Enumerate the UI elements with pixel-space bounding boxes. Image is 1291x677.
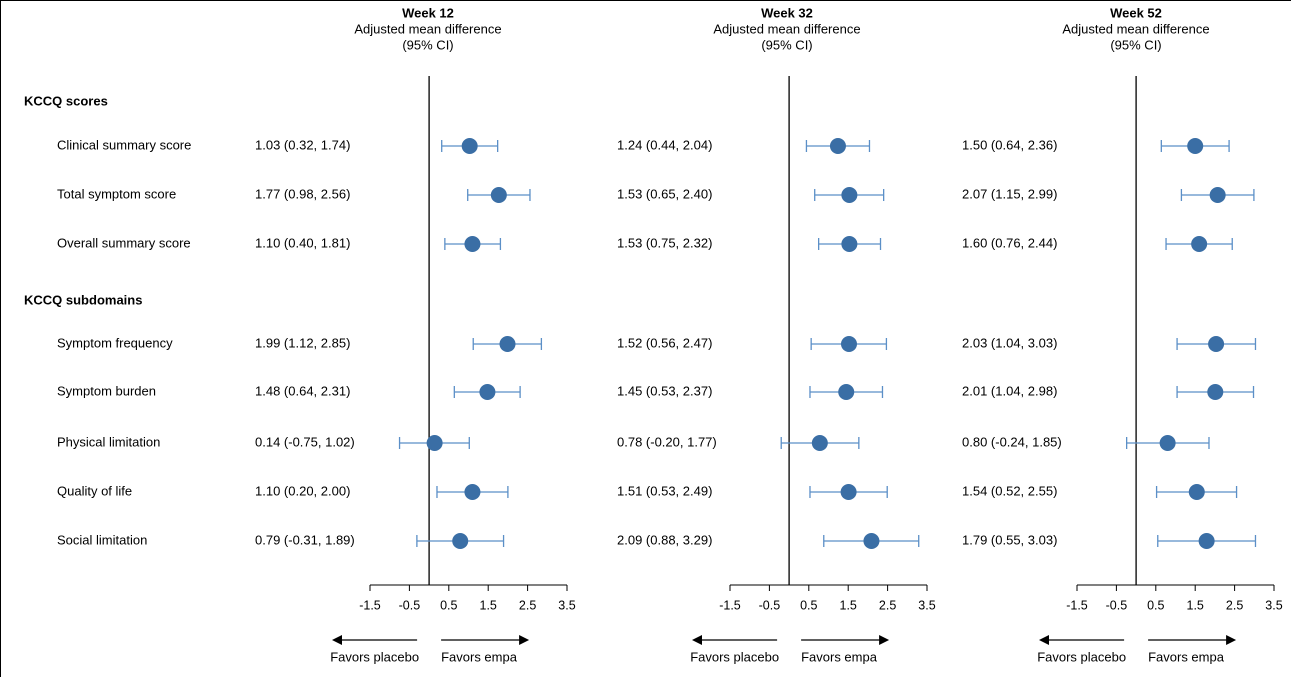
row-label: Symptom burden bbox=[57, 383, 156, 398]
ci-value: 0.80 (-0.24, 1.85) bbox=[962, 434, 1062, 449]
ci-value: 2.07 (1.15, 2.99) bbox=[962, 186, 1057, 201]
panel-subtitle: Adjusted mean difference bbox=[713, 21, 860, 36]
arrow-left-head bbox=[1039, 635, 1049, 645]
ci-value: 1.24 (0.44, 2.04) bbox=[617, 137, 712, 152]
panel-subtitle: Adjusted mean difference bbox=[1062, 21, 1209, 36]
x-tick-label: 0.5 bbox=[800, 598, 817, 612]
point-estimate bbox=[1188, 484, 1205, 500]
ci-value: 1.10 (0.40, 1.81) bbox=[255, 235, 350, 250]
ci-value: 1.99 (1.12, 2.85) bbox=[255, 335, 350, 350]
panel-subtitle-ci: (95% CI) bbox=[761, 37, 812, 52]
point-estimate bbox=[1209, 187, 1226, 203]
arrow-left-head bbox=[332, 635, 342, 645]
ci-value: 1.10 (0.20, 2.00) bbox=[255, 483, 350, 498]
ci-value: 1.60 (0.76, 2.44) bbox=[962, 235, 1057, 250]
point-estimate bbox=[1187, 138, 1204, 154]
x-tick-label: -1.5 bbox=[719, 598, 741, 612]
favors-placebo-label: Favors placebo bbox=[690, 649, 779, 664]
row-label: Clinical summary score bbox=[57, 137, 191, 152]
x-tick-label: -0.5 bbox=[759, 598, 781, 612]
x-tick-label: -1.5 bbox=[1066, 598, 1088, 612]
point-estimate bbox=[452, 533, 469, 549]
ci-value: 2.01 (1.04, 2.98) bbox=[962, 383, 1057, 398]
section-title-subdomains: KCCQ subdomains bbox=[24, 292, 142, 307]
point-estimate bbox=[1191, 236, 1208, 252]
row-label: Social limitation bbox=[57, 532, 147, 547]
x-tick-label: 3.5 bbox=[558, 598, 575, 612]
row-label: Symptom frequency bbox=[57, 335, 173, 350]
point-estimate bbox=[461, 138, 478, 154]
point-estimate bbox=[1159, 435, 1176, 451]
x-tick-label: 0.5 bbox=[440, 598, 457, 612]
point-estimate bbox=[426, 435, 443, 451]
arrow-right-head bbox=[1226, 635, 1237, 645]
ci-value: 1.03 (0.32, 1.74) bbox=[255, 137, 350, 152]
row-label: Total symptom score bbox=[57, 186, 176, 201]
favors-empa-label: Favors empa bbox=[1148, 649, 1225, 664]
point-estimate bbox=[841, 236, 858, 252]
point-estimate bbox=[479, 384, 496, 400]
panel-subtitle-ci: (95% CI) bbox=[1110, 37, 1161, 52]
row-label: Physical limitation bbox=[57, 434, 160, 449]
ci-value: 1.52 (0.56, 2.47) bbox=[617, 335, 712, 350]
panel-title: Week 52 bbox=[1110, 5, 1162, 20]
x-tick-label: 1.5 bbox=[840, 598, 857, 612]
point-estimate bbox=[841, 187, 858, 203]
x-tick-label: 3.5 bbox=[918, 598, 935, 612]
point-estimate bbox=[840, 336, 857, 352]
point-estimate bbox=[829, 138, 846, 154]
arrow-left-head bbox=[692, 635, 702, 645]
x-tick-label: -1.5 bbox=[359, 598, 381, 612]
panel-title: Week 32 bbox=[761, 5, 813, 20]
favors-placebo-label: Favors placebo bbox=[1037, 649, 1126, 664]
panel-subtitle: Adjusted mean difference bbox=[354, 21, 501, 36]
ci-value: 0.14 (-0.75, 1.02) bbox=[255, 434, 355, 449]
ci-value: 1.77 (0.98, 2.56) bbox=[255, 186, 350, 201]
point-estimate bbox=[499, 336, 516, 352]
point-estimate bbox=[464, 236, 481, 252]
favors-empa-label: Favors empa bbox=[801, 649, 878, 664]
ci-value: 1.53 (0.65, 2.40) bbox=[617, 186, 712, 201]
point-estimate bbox=[838, 384, 855, 400]
ci-value: 1.45 (0.53, 2.37) bbox=[617, 383, 712, 398]
ci-value: 1.51 (0.53, 2.49) bbox=[617, 483, 712, 498]
point-estimate bbox=[1208, 336, 1225, 352]
ci-value: 1.79 (0.55, 3.03) bbox=[962, 532, 1057, 547]
ci-value: 0.79 (-0.31, 1.89) bbox=[255, 532, 355, 547]
x-tick-label: -0.5 bbox=[1106, 598, 1128, 612]
arrow-right-head bbox=[879, 635, 890, 645]
ci-value: 1.53 (0.75, 2.32) bbox=[617, 235, 712, 250]
ci-value: 1.48 (0.64, 2.31) bbox=[255, 383, 350, 398]
panel-subtitle-ci: (95% CI) bbox=[402, 37, 453, 52]
x-tick-label: 1.5 bbox=[480, 598, 497, 612]
favors-placebo-label: Favors placebo bbox=[330, 649, 419, 664]
ci-value: 0.78 (-0.20, 1.77) bbox=[617, 434, 717, 449]
point-estimate bbox=[811, 435, 828, 451]
section-title-scores: KCCQ scores bbox=[24, 93, 108, 108]
x-tick-label: -0.5 bbox=[399, 598, 421, 612]
ci-value: 1.54 (0.52, 2.55) bbox=[962, 483, 1057, 498]
point-estimate bbox=[863, 533, 880, 549]
ci-value: 1.50 (0.64, 2.36) bbox=[962, 137, 1057, 152]
x-tick-label: 2.5 bbox=[519, 598, 536, 612]
point-estimate bbox=[1207, 384, 1224, 400]
arrow-right-head bbox=[519, 635, 530, 645]
row-label: Overall summary score bbox=[57, 235, 191, 250]
row-label: Quality of life bbox=[57, 483, 132, 498]
x-tick-label: 2.5 bbox=[879, 598, 896, 612]
favors-empa-label: Favors empa bbox=[441, 649, 518, 664]
x-tick-label: 3.5 bbox=[1265, 598, 1282, 612]
x-tick-label: 2.5 bbox=[1226, 598, 1243, 612]
x-tick-label: 0.5 bbox=[1147, 598, 1164, 612]
point-estimate bbox=[490, 187, 507, 203]
ci-value: 2.09 (0.88, 3.29) bbox=[617, 532, 712, 547]
x-tick-label: 1.5 bbox=[1187, 598, 1204, 612]
ci-value: 2.03 (1.04, 3.03) bbox=[962, 335, 1057, 350]
point-estimate bbox=[1198, 533, 1215, 549]
panel-title: Week 12 bbox=[402, 5, 454, 20]
point-estimate bbox=[464, 484, 481, 500]
point-estimate bbox=[840, 484, 857, 500]
